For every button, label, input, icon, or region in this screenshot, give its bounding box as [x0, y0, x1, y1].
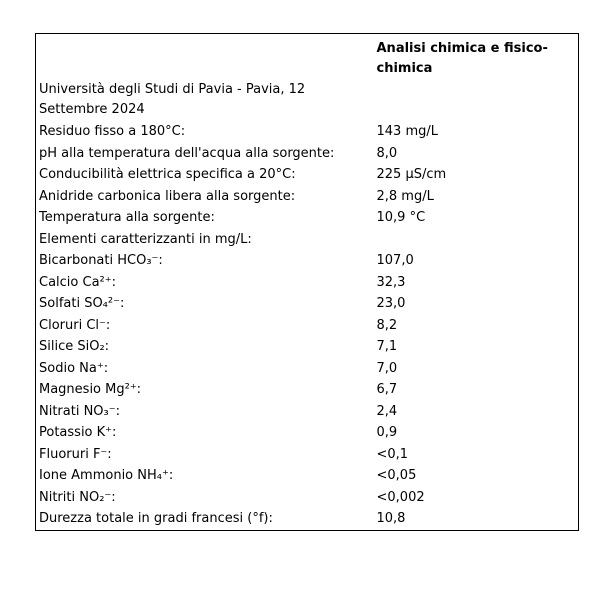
table-row: Residuo fisso a 180°C: 143 mg/L	[36, 121, 579, 143]
table-row: Durezza totale in gradi francesi (°f): 1…	[36, 508, 579, 530]
row-value: 23,0	[376, 296, 406, 311]
table-row: Ione Ammonio NH₄⁺: <0,05	[36, 465, 579, 487]
row-label: Solfati SO₄²⁻:	[39, 296, 125, 311]
table-row: Conducibilità elettrica specifica a 20°C…	[36, 164, 579, 186]
row-value: 107,0	[376, 253, 414, 268]
source-value-empty	[374, 79, 579, 121]
row-value: 7,0	[376, 360, 398, 376]
row-label: Residuo fisso a 180°C:	[39, 124, 186, 139]
table-row: Solfati SO₄²⁻: 23,0	[36, 293, 579, 315]
row-label: Calcio Ca²⁺:	[39, 274, 116, 290]
row-label: Elementi caratterizzanti in mg/L:	[39, 231, 252, 247]
table-row: Anidride carbonica libera alla sorgente:…	[36, 186, 579, 208]
row-value: 7,1	[376, 339, 398, 354]
row-label: Nitrati NO₃⁻:	[39, 403, 120, 419]
row-label: Cloruri Cl⁻:	[39, 317, 111, 333]
row-value: <0,002	[376, 489, 425, 505]
table-row: Nitriti NO₂⁻: <0,002	[36, 487, 579, 509]
header-empty-cell	[36, 34, 374, 80]
row-label: Anidride carbonica libera alla sorgente:	[39, 188, 296, 204]
source-row: Università degli Studi di Pavia - Pavia,…	[36, 79, 579, 121]
table-row: Temperatura alla sorgente: 10,9 °C	[36, 207, 579, 229]
row-value: 0,9	[376, 425, 398, 440]
row-value: 225 µS/cm	[376, 167, 447, 182]
row-value: <0,05	[376, 468, 417, 483]
row-label: Sodio Na⁺:	[39, 360, 109, 376]
row-value: 2,4	[376, 403, 398, 419]
table-row: Magnesio Mg²⁺: 6,7	[36, 379, 579, 401]
row-value: 32,3	[376, 274, 406, 290]
table-row: Cloruri Cl⁻: 8,2	[36, 315, 579, 337]
analysis-table: Analisi chimica e fisico-chimica Univers…	[35, 33, 579, 531]
table-row: Sodio Na⁺: 7,0	[36, 358, 579, 380]
row-label: Magnesio Mg²⁺:	[39, 382, 142, 397]
row-label: Temperatura alla sorgente:	[39, 210, 215, 225]
table-title: Analisi chimica e fisico-chimica	[376, 41, 548, 76]
row-value: 8,0	[376, 145, 398, 161]
row-label: Bicarbonati HCO₃⁻:	[39, 253, 163, 268]
row-value: 6,7	[376, 382, 398, 397]
table-row: Potassio K⁺: 0,9	[36, 422, 579, 444]
table-row: Calcio Ca²⁺: 32,3	[36, 272, 579, 294]
row-value: 8,2	[376, 317, 398, 333]
row-label: pH alla temperatura dell'acqua alla sorg…	[39, 145, 335, 161]
table-row: Elementi caratterizzanti in mg/L:	[36, 229, 579, 251]
row-label: Fluoruri F⁻:	[39, 446, 112, 462]
table-row: Silice SiO₂: 7,1	[36, 336, 579, 358]
row-value: <0,1	[376, 446, 409, 462]
table-row: Fluoruri F⁻: <0,1	[36, 444, 579, 466]
row-label: Conducibilità elettrica specifica a 20°C…	[39, 167, 296, 182]
table-row: Nitrati NO₃⁻: 2,4	[36, 401, 579, 423]
row-value: 10,9 °C	[376, 210, 426, 225]
row-value: 10,8	[376, 511, 406, 526]
table-row: pH alla temperatura dell'acqua alla sorg…	[36, 143, 579, 165]
row-label: Durezza totale in gradi francesi (°f):	[39, 511, 273, 526]
row-label: Ione Ammonio NH₄⁺:	[39, 468, 174, 483]
header-row: Analisi chimica e fisico-chimica	[36, 34, 579, 80]
row-label: Nitriti NO₂⁻:	[39, 489, 116, 505]
table-row: Bicarbonati HCO₃⁻: 107,0	[36, 250, 579, 272]
analysis-table-body: Università degli Studi di Pavia - Pavia,…	[36, 79, 579, 530]
row-value: 143 mg/L	[376, 124, 438, 139]
source-label: Università degli Studi di Pavia - Pavia,…	[39, 82, 306, 117]
row-label: Potassio K⁺:	[39, 425, 117, 440]
row-value	[374, 229, 579, 251]
row-label: Silice SiO₂:	[39, 339, 110, 354]
row-value: 2,8 mg/L	[376, 188, 434, 204]
